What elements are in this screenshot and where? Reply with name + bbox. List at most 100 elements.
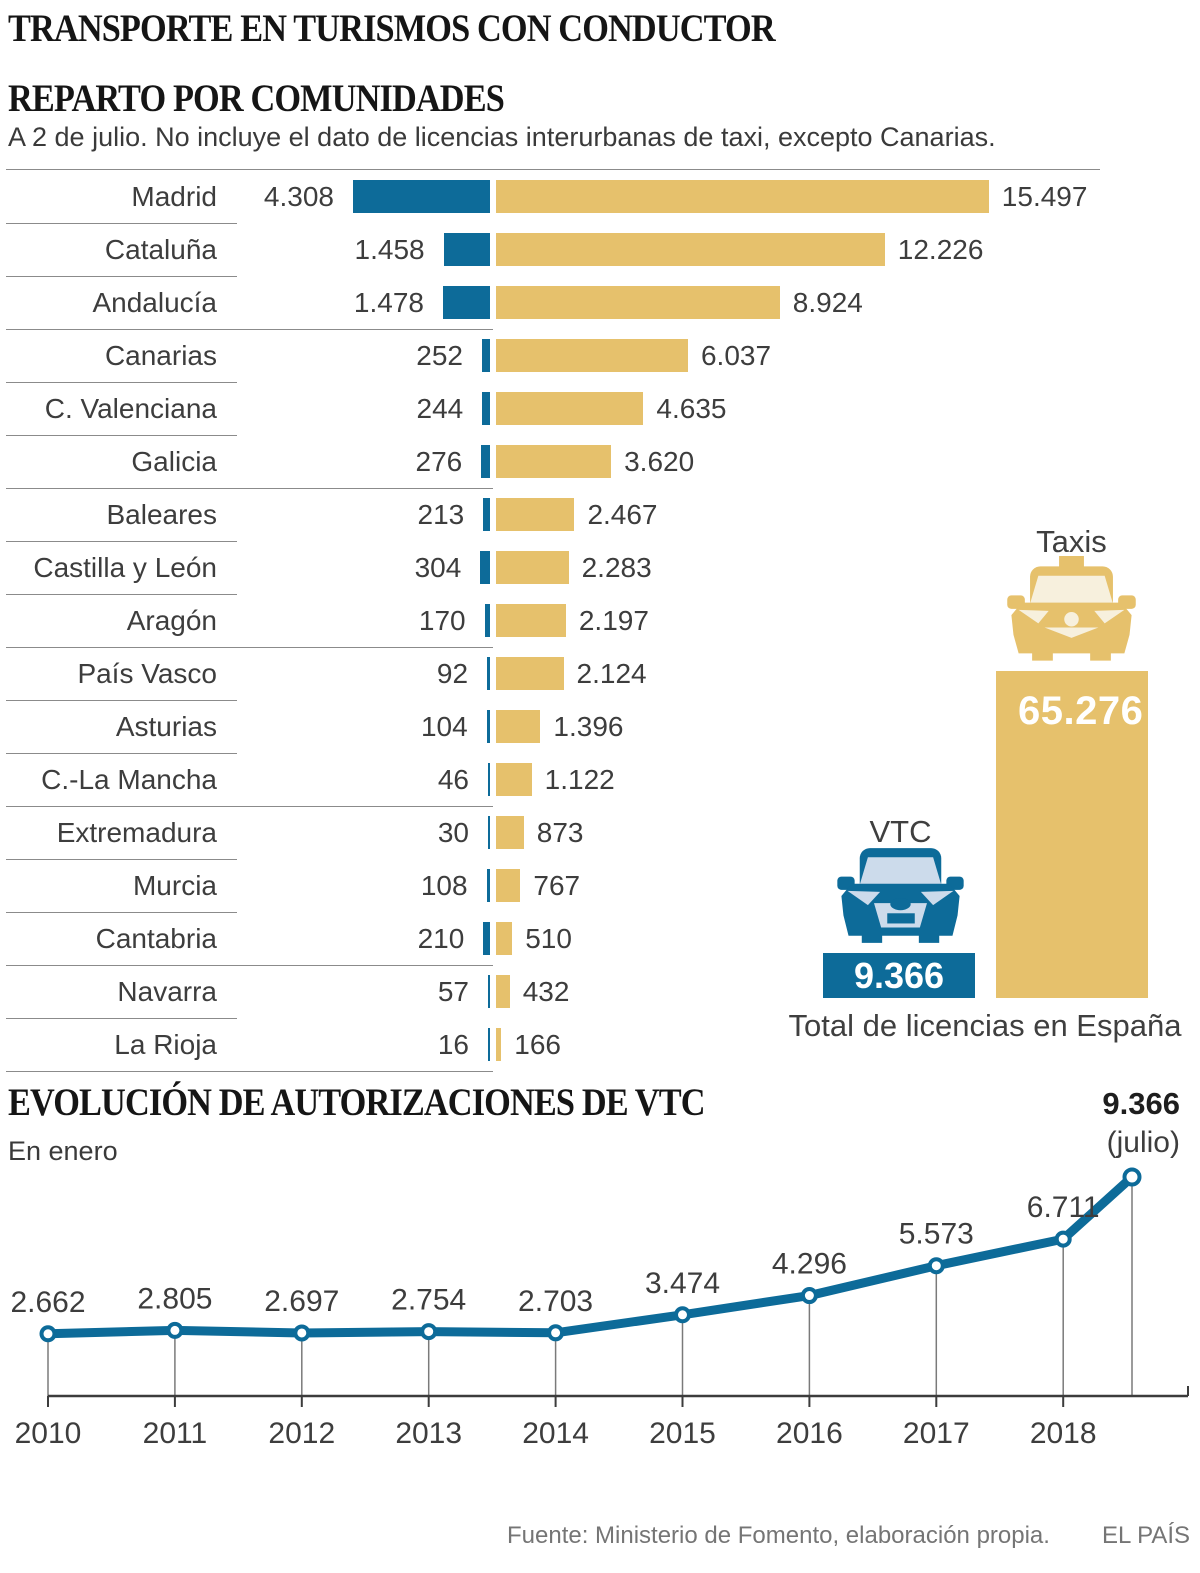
vtc-value-label: 92: [436, 658, 469, 689]
region-label: Cataluña: [104, 234, 217, 265]
data-point-marker: [166, 1321, 184, 1339]
taxi-bar: [496, 233, 885, 266]
vtc-bar: [481, 445, 490, 478]
taxi-bar: [496, 1028, 502, 1061]
row-separator: [6, 434, 237, 436]
region-label: País Vasco: [77, 658, 217, 689]
year-label: 2012: [268, 1417, 335, 1450]
taxi-value-label: 2.283: [581, 552, 652, 583]
region-label: Extremadura: [56, 817, 217, 848]
vtc-bar: [482, 392, 490, 425]
row-separator: [6, 593, 237, 595]
vtc-total-value: 9.366: [853, 954, 945, 996]
taxi-bar: [496, 498, 575, 531]
evolution-line-chart: 2.662 2.805 2.697 2.754 2.703 3.474 4.296 5.573…: [10, 1167, 1189, 1450]
year-label: 2010: [15, 1417, 82, 1450]
region-label: Baleares: [106, 499, 217, 530]
vtc-value-label: 57: [437, 976, 469, 1007]
year-label: 2011: [143, 1417, 208, 1450]
taxi-value-label: 767: [533, 870, 581, 901]
row-separator: [6, 858, 237, 860]
vtc-bar: [483, 922, 490, 955]
brand: EL PAÍS: [1101, 1522, 1190, 1549]
point-value-label: 6.711: [1027, 1191, 1100, 1224]
final-point-value: 9.366: [1102, 1086, 1180, 1121]
row-separator: [6, 964, 493, 966]
taxi-value-label: 12.226: [897, 234, 984, 265]
taxi-value-label: 4.635: [656, 393, 727, 424]
year-label: 2016: [776, 1417, 843, 1450]
data-point-marker: [927, 1257, 945, 1275]
taxi-value-label: 2.197: [578, 605, 649, 636]
taxi-bar: [496, 286, 780, 319]
taxi-bar: [496, 392, 644, 425]
final-point-callout: 9.366 (julio): [1102, 1086, 1180, 1160]
vtc-bar: [488, 816, 490, 849]
final-point-sublabel: (julio): [1106, 1126, 1180, 1159]
row-separator: [6, 222, 237, 224]
vtc-value-label: 16: [437, 1029, 469, 1060]
taxi-bar: [496, 763, 532, 796]
taxi-bar: [496, 339, 688, 372]
taxi-value-label: 2.467: [587, 499, 658, 530]
vtc-bar: [480, 551, 490, 584]
taxi-value-label: 1.396: [553, 711, 624, 742]
region-label: Andalucía: [92, 287, 217, 318]
row-separator: [6, 328, 493, 330]
taxis-total-value: 65.276: [1018, 689, 1144, 733]
section-title-evolucion: EVOLUCIÓN DE AUTORIZACIONES DE VTC: [8, 1081, 706, 1124]
point-value-label: 5.573: [899, 1218, 974, 1251]
vtc-value-label: 108: [420, 870, 468, 901]
region-label: Madrid: [131, 181, 217, 212]
data-point-marker: [547, 1324, 565, 1342]
data-point-marker: [674, 1306, 691, 1324]
point-value-label: 2.754: [391, 1284, 466, 1317]
taxi-value-label: 1.122: [544, 764, 615, 795]
vtc-value-label: 4.308: [263, 181, 334, 212]
vtc-value-label: 30: [437, 817, 469, 848]
taxi-value-label: 510: [525, 923, 572, 954]
vtc-bar: [484, 604, 490, 637]
row-separator: [6, 487, 493, 489]
vtc-total-column: 9.366: [823, 953, 975, 998]
section-title-reparto: REPARTO POR COMUNIDADES: [8, 77, 505, 120]
taxi-bar: [496, 869, 521, 902]
row-separator: [6, 1070, 493, 1072]
vtc-value-label: 252: [416, 340, 463, 371]
source-credit: Fuente: Ministerio de Fomento, elaboraci…: [506, 1522, 1050, 1549]
row-separator: [6, 752, 237, 754]
vtc-car-icon: [837, 848, 964, 943]
vtc-bar: [481, 339, 490, 372]
region-label: Cantabria: [95, 923, 217, 954]
row-separator: [6, 699, 237, 701]
vtc-label: VTC: [869, 814, 932, 849]
taxi-bar: [496, 180, 989, 213]
vtc-value-label: 276: [415, 446, 463, 477]
year-label: 2013: [395, 1417, 462, 1450]
main-title: TRANSPORTE EN TURISMOS CON CONDUCTOR: [8, 7, 776, 50]
vtc-bar: [353, 180, 490, 213]
vtc-value-label: 213: [417, 499, 465, 530]
taxi-value-label: 15.497: [1001, 181, 1088, 212]
footer: Fuente: Ministerio de Fomento, elaboraci…: [507, 1522, 1190, 1550]
taxi-bar: [496, 657, 564, 690]
taxi-value-label: 3.620: [624, 446, 695, 477]
row-separator: [6, 805, 493, 807]
taxi-bar: [496, 816, 524, 849]
point-value-label: 3.474: [645, 1267, 720, 1300]
region-label: Murcia: [132, 870, 217, 901]
year-label: 2018: [1030, 1417, 1097, 1450]
vtc-bar: [483, 498, 490, 531]
taxi-value-label: 2.124: [576, 658, 647, 689]
vtc-value-label: 170: [418, 605, 466, 636]
taxi-value-label: 873: [536, 817, 584, 848]
section-note-reparto: A 2 de julio. No incluye el dato de lice…: [8, 122, 996, 152]
data-point-marker: [800, 1287, 818, 1305]
data-point-marker: [420, 1323, 438, 1341]
point-value-label: 2.805: [137, 1282, 212, 1315]
taxi-value-label: 6.037: [700, 340, 772, 371]
taxi-bar: [496, 922, 513, 955]
row-separator: [6, 646, 493, 648]
taxi-bar: [496, 604, 566, 637]
